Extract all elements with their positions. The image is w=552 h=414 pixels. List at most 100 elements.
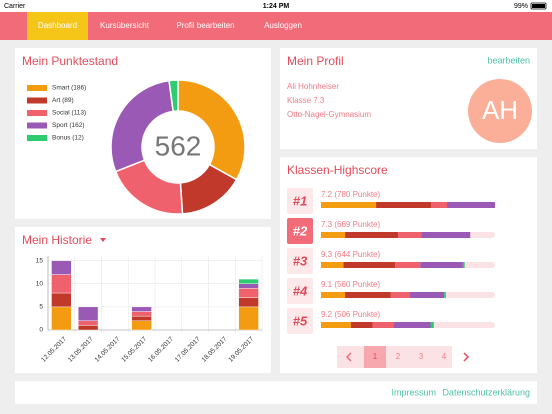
legend-swatch: [27, 135, 47, 141]
rank: #2: [293, 223, 308, 238]
page-number[interactable]: 4: [442, 352, 447, 361]
nav-item[interactable]: Kursübersicht: [100, 21, 150, 30]
prev-page[interactable]: [345, 352, 352, 362]
next-page[interactable]: [463, 352, 470, 362]
bar-segment: [390, 292, 411, 298]
avatar-initials: AH: [482, 95, 518, 125]
card-title: Mein Historie: [22, 233, 92, 247]
pagination: [337, 346, 452, 368]
bar-segment: [395, 262, 421, 268]
nav-item[interactable]: Ausloggen: [264, 21, 302, 30]
class-score: 7.2 (780 Punkte): [321, 190, 380, 199]
edit-link[interactable]: bearbeiten: [487, 55, 530, 65]
nav-bar: [0, 12, 552, 40]
footer-link[interactable]: Datenschutzerklärung: [442, 387, 530, 397]
page-number[interactable]: 3: [419, 352, 424, 361]
profile-school: Otto-Nagel-Gymnasium: [287, 110, 371, 119]
bar-segment: [376, 202, 431, 208]
class-score: 7.3 (669 Punkte): [321, 220, 380, 229]
bar-segment: [131, 320, 152, 331]
bar-segment: [131, 315, 152, 321]
footer-link[interactable]: Impressum: [391, 387, 436, 397]
bar-segment: [51, 306, 72, 331]
donut-slice: [168, 79, 179, 113]
page-active: [364, 346, 386, 368]
bar-segment: [430, 322, 434, 328]
bar-segment: [398, 232, 422, 238]
bar-segment: [238, 297, 259, 308]
dropdown-icon[interactable]: [100, 238, 106, 242]
bar-segment: [238, 278, 259, 284]
legend-label: Smart (186): [52, 85, 86, 92]
class-score: 9.1 (560 Punkte): [321, 280, 380, 289]
legend-swatch: [27, 110, 47, 116]
rank: #3: [293, 253, 308, 268]
bar-segment: [321, 202, 377, 208]
bar-segment: [321, 292, 346, 298]
profile-name: Ali Hohnheiser: [287, 82, 339, 91]
battery-level: 99%: [514, 3, 528, 10]
carrier: Carrier: [4, 3, 26, 10]
y-tick-label: 15: [36, 257, 44, 264]
bar-segment: [447, 202, 495, 208]
legend-swatch: [27, 122, 47, 129]
legend-label: Bonus (12): [52, 135, 84, 142]
bar-segment: [78, 306, 99, 321]
battery-icon: [530, 2, 547, 10]
bar-segment: [372, 322, 394, 328]
rank-badge: [287, 308, 313, 334]
bar-segment: [420, 262, 463, 268]
rank-badge: [287, 218, 313, 244]
time: 1:24 PM: [263, 3, 290, 10]
bar-segment: [410, 292, 445, 298]
bar-segment: [51, 260, 72, 275]
nav-active: [27, 12, 88, 40]
y-tick-label: 10: [36, 280, 44, 287]
avatar: [468, 79, 532, 143]
donut-total: 562: [155, 130, 202, 161]
page-number[interactable]: 1: [373, 352, 378, 361]
bar-segment: [78, 320, 99, 326]
nav-item[interactable]: Dashboard: [38, 21, 77, 30]
bar-segment: [343, 262, 396, 268]
bar-segment: [393, 322, 431, 328]
page-number[interactable]: 2: [396, 352, 401, 361]
bar-segment: [321, 232, 346, 238]
battery-fill: [532, 4, 545, 8]
bar-segment: [238, 283, 259, 289]
card-title: Mein Punktestand: [22, 54, 118, 68]
class-score: 9.3 (644 Punkte): [321, 250, 380, 259]
bar-segment: [345, 232, 399, 238]
bar-segment: [321, 262, 344, 268]
y-tick-label: 0: [39, 327, 43, 334]
profile-class: Klasse 7.3: [287, 96, 325, 105]
bar-segment: [345, 292, 391, 298]
rank-badge: [287, 278, 313, 304]
legend-swatch: [27, 97, 47, 104]
status-bar: [0, 0, 552, 12]
legend-label: Sport (162): [52, 122, 85, 129]
footer: [15, 381, 537, 404]
donut-slice: [177, 79, 246, 181]
nav-item[interactable]: Profil bearbeiten: [176, 21, 234, 30]
bar-segment: [421, 232, 471, 238]
bar-segment: [444, 292, 446, 298]
rank-badge: [287, 188, 313, 214]
bar-segment: [321, 322, 351, 328]
bar-segment: [350, 322, 373, 328]
bar-segment: [238, 306, 259, 331]
bar-segment: [131, 306, 152, 312]
bar-segment: [462, 262, 465, 268]
rank: #4: [293, 283, 308, 298]
card-title: Mein Profil: [287, 54, 344, 68]
bar-segment: [238, 288, 259, 298]
legend-label: Art (89): [52, 97, 74, 104]
rank: #1: [293, 193, 307, 208]
card-title: Klassen-Highscore: [287, 163, 388, 177]
rank: #5: [293, 313, 308, 328]
y-tick-label: 5: [39, 304, 43, 311]
rank-badge: [287, 248, 313, 274]
bar-segment: [430, 202, 448, 208]
